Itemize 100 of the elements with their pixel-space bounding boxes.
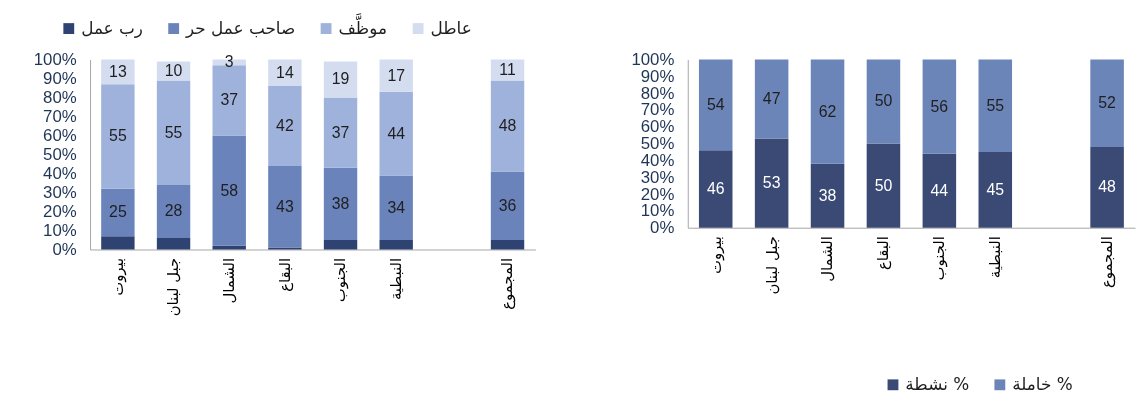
bar [268, 86, 302, 166]
data-label: 14 [276, 63, 294, 81]
data-label: 55 [109, 127, 127, 145]
data-label: 37 [220, 91, 239, 109]
y-tick-label: 100% [631, 49, 675, 69]
bar [1090, 146, 1124, 228]
bar [379, 91, 413, 176]
bar [156, 184, 191, 239]
y-tick-label: 10% [43, 220, 77, 240]
x-tick-label: بيروت [706, 236, 725, 275]
bar [978, 59, 1013, 153]
data-label: 34 [387, 198, 406, 216]
bar [101, 188, 135, 237]
data-label: 44 [930, 181, 949, 199]
y-tick-label: 0% [52, 239, 77, 259]
bar [698, 150, 733, 228]
y-tick-label: 90% [640, 66, 675, 86]
data-label: 48 [1098, 178, 1117, 196]
data-label: 50 [874, 92, 893, 110]
x-tick-label: الشمال [818, 236, 836, 282]
x-tick-label: البقاع [874, 236, 893, 271]
data-label: 42 [276, 116, 294, 134]
data-label: 46 [706, 179, 725, 197]
x-tick-label: جبل لبنان [762, 236, 780, 295]
legend-label: عاطل [430, 17, 472, 38]
bar [754, 138, 789, 228]
x-tick-label: المجموع [498, 257, 517, 310]
y-tick-label: 20% [43, 201, 77, 221]
y-tick-label: 100% [33, 49, 77, 69]
bar [323, 167, 358, 240]
y-tick-label: 80% [43, 87, 77, 107]
data-label: 62 [818, 102, 837, 120]
bar [866, 59, 901, 144]
data-label: 17 [387, 66, 406, 84]
x-tick-label: النبطية [986, 236, 1004, 279]
y-tick-label: 50% [43, 144, 77, 164]
x-tick-label: الشمال [220, 257, 238, 304]
legend-label: % خاملة [1012, 373, 1073, 394]
data-label: 37 [331, 123, 350, 141]
legend-label: % نشطة [905, 373, 970, 394]
bar [268, 165, 302, 248]
bar [810, 59, 845, 164]
x-tick-label: الجنوب [331, 257, 350, 303]
data-label: 25 [109, 203, 127, 221]
x-tick-label: النبطية [387, 257, 405, 301]
y-tick-label: 70% [640, 100, 675, 120]
bar [156, 80, 191, 185]
bar [379, 239, 413, 250]
bar [101, 84, 135, 189]
data-label: 10 [164, 61, 183, 79]
data-label: 45 [986, 180, 1005, 198]
y-tick-label: 20% [640, 184, 675, 204]
bar [212, 135, 246, 246]
bar [922, 59, 957, 154]
y-tick-label: 30% [640, 167, 675, 187]
y-tick-label: 70% [43, 106, 77, 126]
y-tick-label: 90% [43, 68, 77, 88]
data-label: 19 [331, 70, 350, 88]
y-tick-label: 60% [43, 125, 77, 145]
bar [810, 163, 845, 228]
bar [754, 59, 789, 139]
data-label: 48 [498, 116, 517, 134]
bar [490, 80, 525, 172]
data-label: 3 [224, 53, 234, 71]
data-label: 11 [499, 60, 516, 78]
bar [268, 59, 302, 87]
data-label: 53 [762, 174, 781, 192]
bar [212, 65, 246, 136]
data-label: 55 [986, 96, 1005, 114]
data-label: 58 [220, 181, 239, 199]
bar [698, 59, 733, 151]
data-label: 13 [109, 62, 127, 80]
y-tick-label: 30% [43, 182, 77, 202]
x-tick-label: الجنوب [930, 236, 949, 281]
data-label: 54 [706, 95, 725, 113]
data-label: 52 [1098, 94, 1116, 112]
legend-label: موظَّف [338, 12, 387, 38]
x-tick-label: البقاع [275, 257, 294, 292]
data-label: 50 [874, 176, 893, 194]
bar [490, 239, 525, 250]
data-label: 55 [164, 123, 183, 141]
legend-label: صاحب عمل حر [185, 17, 296, 38]
bar [323, 239, 358, 250]
bar [156, 238, 191, 250]
data-label: 38 [818, 186, 837, 204]
x-tick-label: جبل لبنان [164, 257, 182, 317]
data-label: 28 [164, 202, 183, 220]
data-label: 43 [276, 197, 294, 215]
bar [1090, 59, 1124, 147]
data-label: 36 [498, 196, 517, 214]
bar [379, 59, 413, 92]
bar [978, 152, 1013, 228]
data-label: 44 [387, 124, 406, 142]
y-tick-label: 10% [640, 201, 675, 221]
bar [922, 153, 957, 228]
y-tick-label: 80% [640, 83, 675, 103]
bar [323, 97, 358, 168]
data-label: 47 [762, 89, 781, 107]
bar [101, 236, 135, 250]
bar [866, 143, 901, 228]
